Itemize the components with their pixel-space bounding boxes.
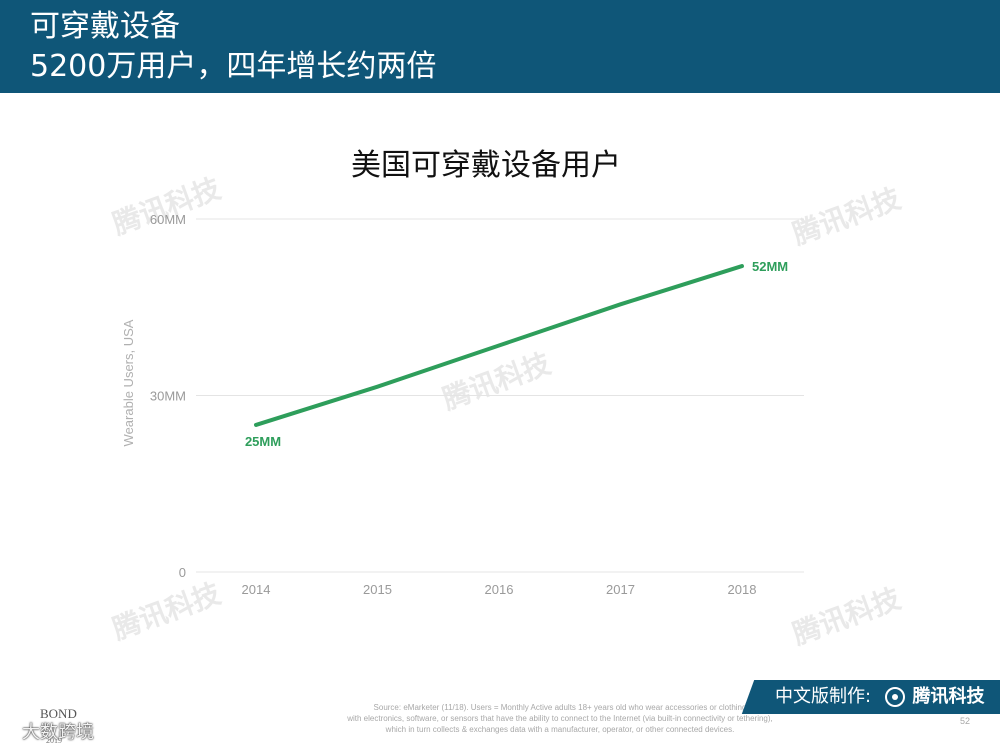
credit-label: 中文版制作:	[775, 686, 872, 707]
series-layer	[254, 264, 744, 427]
source-line: which in turn collects & exchanges data …	[385, 725, 735, 734]
data-label: 52MM	[752, 259, 788, 274]
slide-subtitle: 5200万用户，四年增长约两倍	[30, 49, 437, 84]
grid-layer: 0 30MM 60MM 2014 2015 2016 2017 2018	[150, 212, 804, 597]
bond-logo: BOND	[40, 706, 77, 721]
wechat-watermark: 大数跨境	[22, 722, 94, 743]
data-label: 25MM	[245, 434, 281, 449]
x-tick-label: 2018	[728, 582, 757, 597]
x-tick-label: 2016	[485, 582, 514, 597]
source-line: Source: eMarketer (11/18). Users = Month…	[373, 703, 747, 712]
y-tick-label: 30MM	[150, 389, 186, 404]
x-tick-label: 2017	[606, 582, 635, 597]
y-axis-label: Wearable Users, USA	[121, 319, 136, 446]
header-bar: 可穿戴设备 5200万用户，四年增长约两倍	[0, 0, 1000, 93]
y-tick-label: 60MM	[150, 212, 186, 227]
x-tick-label: 2015	[363, 582, 392, 597]
series-line	[254, 264, 744, 427]
label-layer: 25MM 52MM	[245, 259, 788, 449]
credit-text: 中文版制作: 腾讯科技	[775, 685, 985, 709]
y-tick-label: 0	[179, 565, 186, 580]
chart-title: 美国可穿戴设备用户	[351, 148, 621, 183]
credit-brand: 腾讯科技	[912, 686, 985, 707]
slide-title: 可穿戴设备	[30, 9, 180, 44]
source-line: with electronics, software, or sensors t…	[347, 714, 773, 723]
tencent-logo-icon	[885, 687, 905, 707]
source-note: Source: eMarketer (11/18). Users = Month…	[280, 702, 840, 735]
page-number: 52	[960, 716, 971, 726]
line-chart: 美国可穿戴设备用户 Wearable Users, USA 0 30MM 60MM 2…	[121, 148, 804, 597]
bond-year: 2019	[46, 736, 62, 745]
x-tick-label: 2014	[242, 582, 271, 597]
